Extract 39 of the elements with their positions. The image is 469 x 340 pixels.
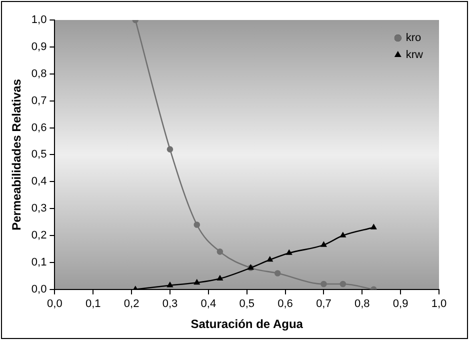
point xyxy=(267,256,273,262)
point xyxy=(340,232,346,238)
point xyxy=(216,248,224,255)
y-tick-label: 0,3 xyxy=(31,202,47,215)
legend-label: kro xyxy=(406,32,422,44)
x-tick-label: 0,8 xyxy=(354,298,370,310)
y-tick-label: 0,7 xyxy=(31,94,47,107)
point xyxy=(320,280,327,288)
y-tick-label: 0,2 xyxy=(31,230,47,242)
x-axis-title: Saturación de Agua xyxy=(190,317,304,332)
point xyxy=(320,242,327,247)
y-tick-label: 0,6 xyxy=(31,122,47,134)
legend-label: krw xyxy=(406,49,424,62)
point xyxy=(166,146,174,152)
point xyxy=(167,282,173,288)
y-tick-label: 0,9 xyxy=(31,40,47,53)
point xyxy=(194,222,200,228)
x-tick-label: 0,5 xyxy=(239,298,254,310)
x-tick-label: 0,7 xyxy=(316,298,332,310)
x-tick-label: 0,0 xyxy=(47,298,62,310)
y-tick-label: 0,1 xyxy=(31,256,47,268)
y-tick-label: 0,0 xyxy=(31,283,47,296)
x-tick-label: 0,4 xyxy=(200,298,216,310)
y-tick-label: 1,0 xyxy=(31,14,47,26)
point xyxy=(340,280,346,288)
point xyxy=(286,250,292,255)
y-axis-title: Permeabilidades Relativas xyxy=(10,78,24,230)
x-tick-label: 0,2 xyxy=(124,298,140,310)
point xyxy=(370,224,376,230)
y-tick-label: 0,8 xyxy=(31,68,47,80)
point xyxy=(274,270,281,276)
x-tick-label: 0,9 xyxy=(392,298,408,310)
x-tick-label: 0,1 xyxy=(85,298,101,310)
x-tick-label: 0,6 xyxy=(278,298,293,310)
point xyxy=(217,275,223,281)
x-tick-label: 1,0 xyxy=(431,298,447,310)
y-tick-label: 0,5 xyxy=(31,148,47,161)
x-tick-label: 0,3 xyxy=(162,298,178,310)
y-tick-label: 0,4 xyxy=(31,176,47,188)
